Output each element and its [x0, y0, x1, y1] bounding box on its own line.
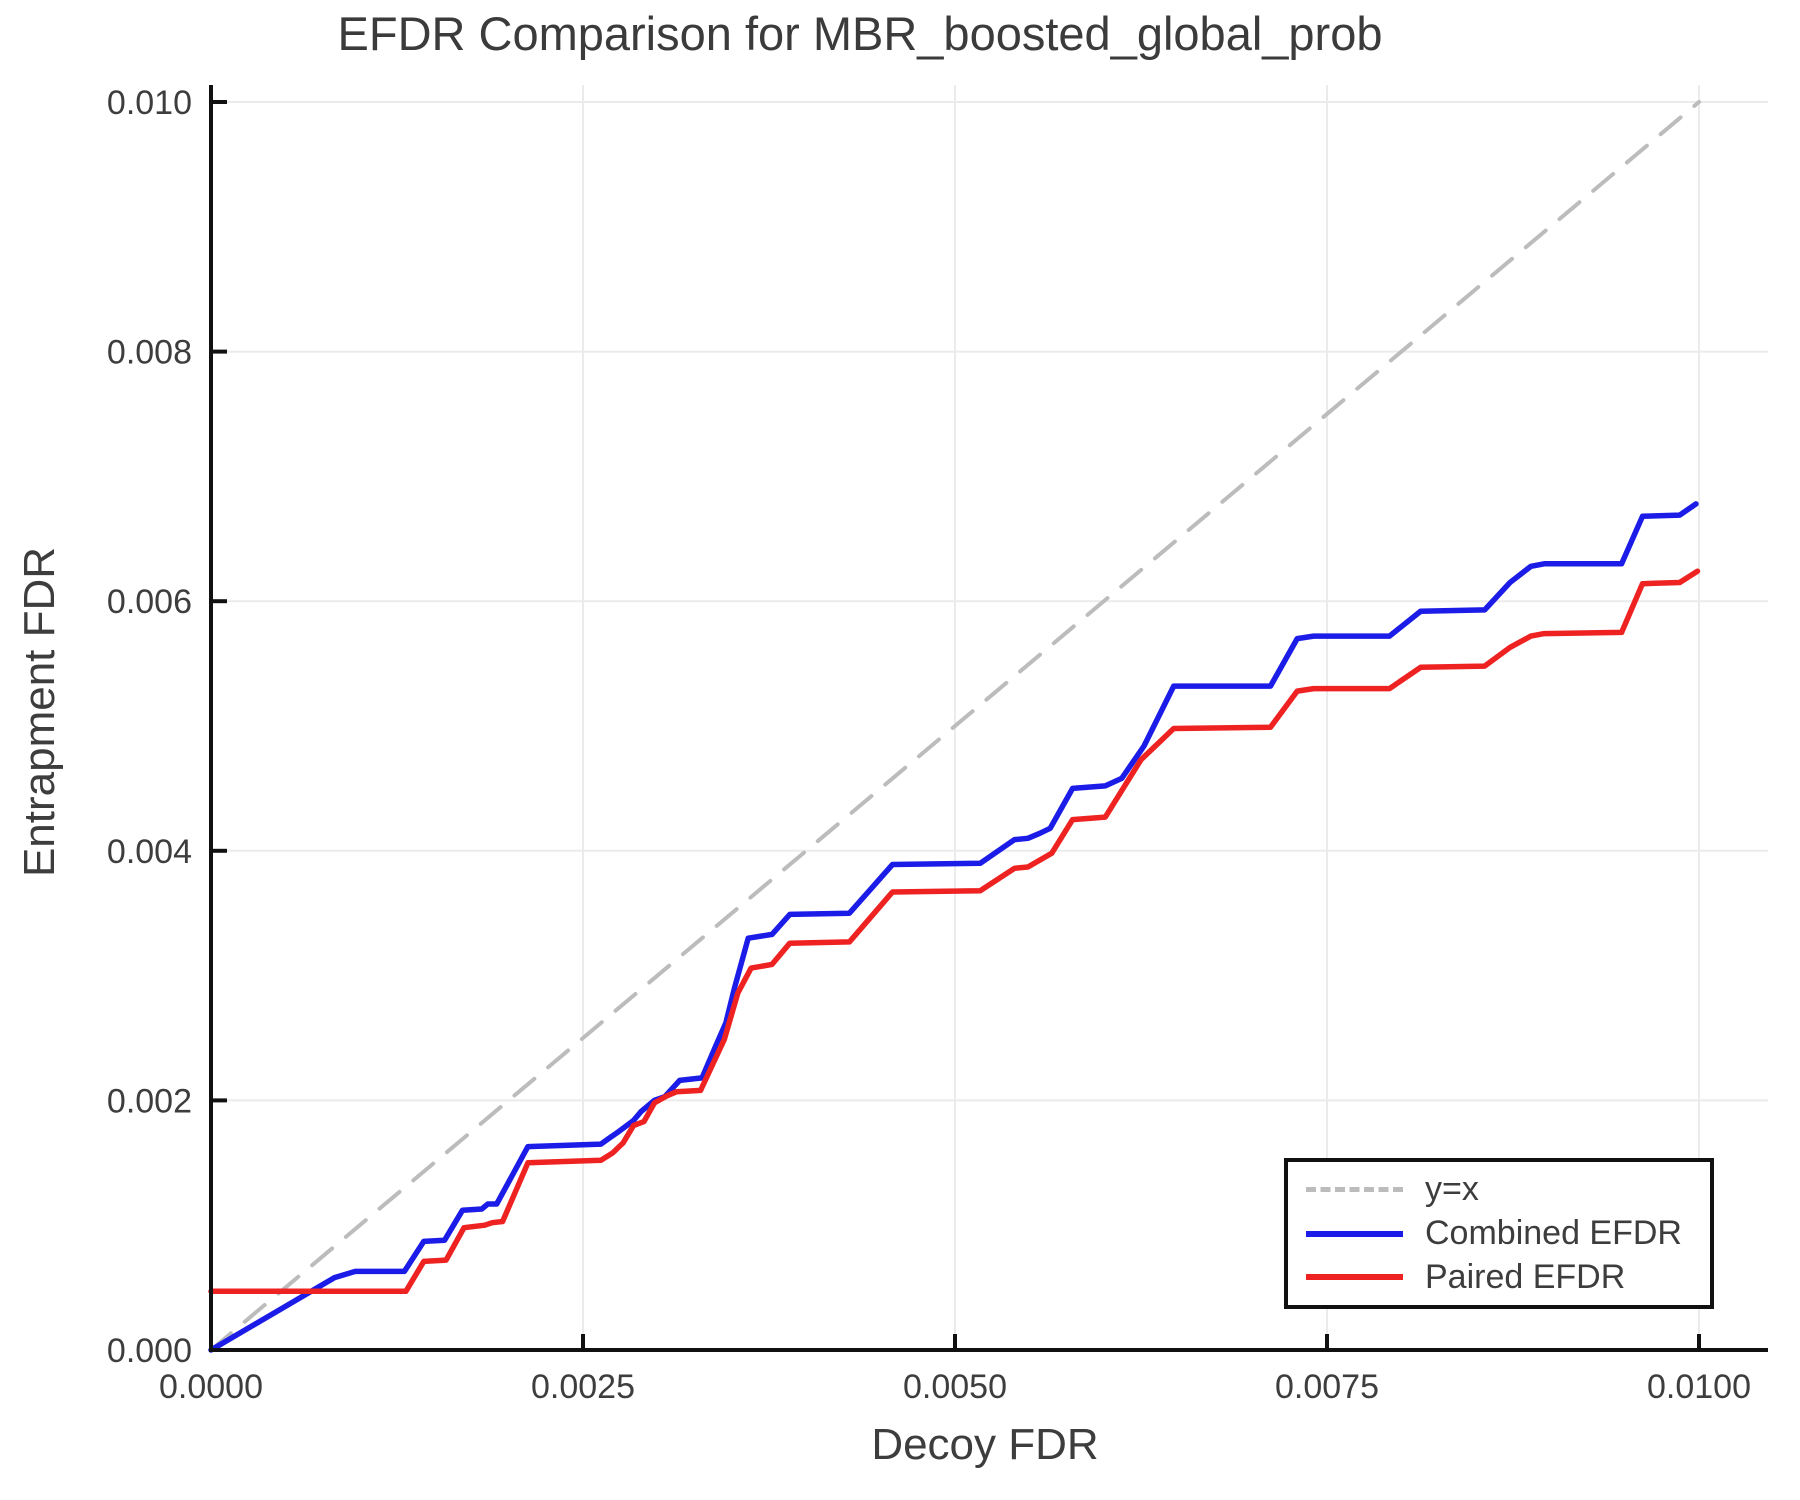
- y-tick-label: 0.010: [107, 84, 192, 122]
- dashed-line-sample: [1306, 1187, 1403, 1193]
- x-tick-label: 0.0050: [903, 1368, 1007, 1406]
- legend-label-combined: Combined EFDR: [1425, 1214, 1682, 1252]
- legend-item-paired: Paired EFDR: [1306, 1257, 1698, 1297]
- legend-label-identity: y=x: [1425, 1170, 1479, 1209]
- y-tick-label: 0.000: [107, 1332, 192, 1370]
- chart-title: EFDR Comparison for MBR_boosted_global_p…: [337, 7, 1383, 60]
- legend-item-combined: Combined EFDR: [1306, 1214, 1698, 1254]
- y-axis-label: Entrapment FDR: [15, 546, 64, 878]
- legend-item-identity: y=x: [1306, 1170, 1698, 1210]
- series-combined-efdr: [208, 501, 1699, 1353]
- x-tick-label: 0.0075: [1275, 1368, 1379, 1406]
- blue-line-sample: [1306, 1230, 1403, 1237]
- legend: y=x Combined EFDR Paired EFDR: [1284, 1158, 1714, 1309]
- x-axis-label: Decoy FDR: [871, 1420, 1099, 1469]
- legend-label-paired: Paired EFDR: [1425, 1257, 1626, 1296]
- x-tick-label: 0.0100: [1647, 1368, 1751, 1406]
- x-tick-label: 0.0025: [531, 1368, 635, 1406]
- series-paired-efdr: [208, 568, 1701, 1295]
- y-tick-label: 0.002: [107, 1082, 192, 1120]
- series-y-x: [209, 100, 1701, 1352]
- red-line-sample: [1306, 1274, 1403, 1281]
- x-tick-label: 0.0000: [159, 1368, 263, 1406]
- y-tick-label: 0.008: [107, 334, 192, 372]
- y-tick-label: 0.004: [107, 833, 192, 871]
- y-tick-label: 0.006: [107, 583, 192, 621]
